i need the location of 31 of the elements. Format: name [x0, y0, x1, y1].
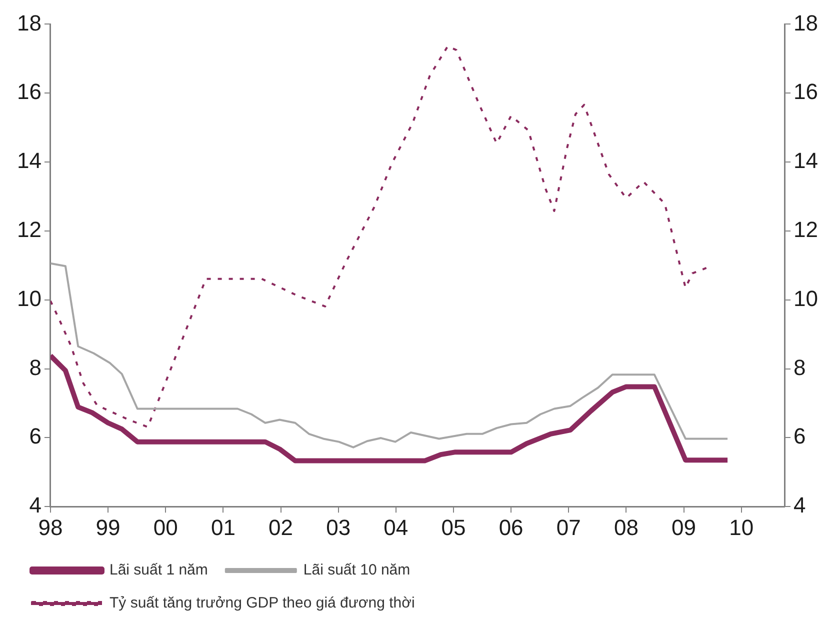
x-tick-label: 07 — [556, 514, 581, 540]
y-tick-label: 14 — [16, 148, 42, 174]
legend-label: Lãi suất 1 năm — [110, 562, 208, 579]
y-tick-label: 12 — [16, 217, 42, 242]
y2-tick-label: 12 — [794, 217, 818, 242]
y-tick-label: 10 — [16, 286, 42, 311]
x-tick-label: 02 — [268, 514, 294, 540]
y-tick-label: 8 — [29, 354, 42, 380]
x-tick-label: 01 — [210, 514, 236, 540]
x-tick-label: 05 — [441, 514, 466, 540]
legend-label: Lãi suất 10 năm — [303, 562, 410, 579]
y2-tick-label: 14 — [794, 148, 818, 174]
line-series — [50, 45, 708, 428]
y2-tick-label: 18 — [794, 10, 818, 36]
x-tick-label: 08 — [614, 514, 638, 540]
y2-tick-label: 6 — [794, 424, 806, 449]
x-tick-label: 04 — [384, 514, 408, 540]
y-tick-label: 16 — [16, 79, 42, 104]
y2-tick-label: 8 — [794, 354, 806, 380]
x-tick-label: 09 — [672, 514, 696, 540]
y2-tick-label: 4 — [794, 492, 806, 518]
y2-tick-label: 10 — [794, 286, 818, 311]
y2-tick-label: 16 — [794, 79, 818, 104]
y-tick-label: 18 — [16, 10, 42, 36]
y-tick-label: 6 — [29, 424, 42, 449]
x-tick-label: 03 — [326, 514, 351, 540]
legend-label: Tỷ suất tăng trưởng GDP theo giá đương thời — [110, 594, 415, 612]
x-tick-label: 99 — [96, 514, 120, 540]
x-tick-label: 10 — [729, 514, 754, 540]
x-tick-label: 00 — [153, 514, 178, 540]
x-tick-label: 06 — [498, 514, 524, 540]
